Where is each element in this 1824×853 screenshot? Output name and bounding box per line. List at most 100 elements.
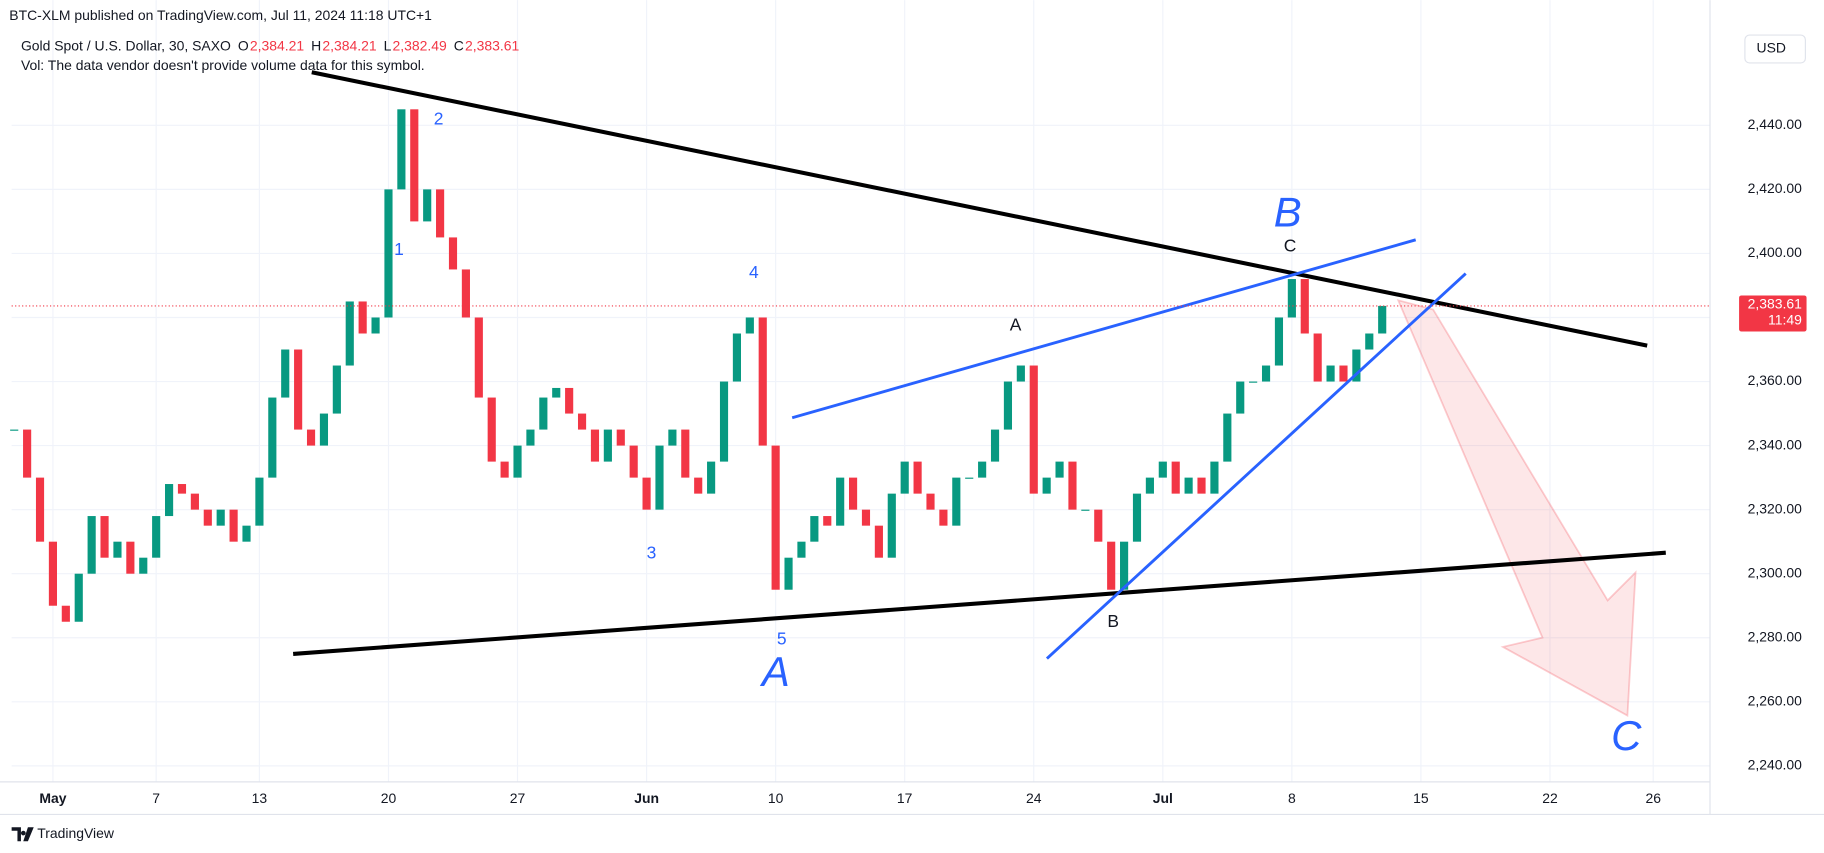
price-tag-countdown: 11:49 — [1768, 312, 1802, 328]
price-bars — [10, 109, 1387, 622]
price-bar — [1029, 365, 1038, 494]
price-bar — [1274, 317, 1284, 366]
price-bar — [771, 445, 780, 590]
price-bar — [1055, 461, 1064, 478]
x-tick-label: 15 — [1413, 790, 1429, 806]
price-bar — [474, 317, 483, 398]
symbol-legend: Gold Spot / U.S. Dollar, 30, SAXO O 2,384… — [21, 37, 520, 53]
y-tick-label: 2,320.00 — [1748, 500, 1803, 516]
ohlc-key: L — [384, 37, 392, 53]
ohlc-value: 2,384.21 — [322, 37, 377, 53]
price-bar — [681, 429, 690, 478]
price-bar — [229, 509, 238, 542]
price-bar — [487, 397, 496, 462]
wave-big-label: C — [1611, 712, 1642, 759]
x-tick-label: 26 — [1645, 790, 1661, 806]
price-bar — [887, 493, 896, 558]
x-tick-label: 20 — [381, 790, 397, 806]
price-bar — [1352, 349, 1361, 382]
wave-big-label: B — [1274, 188, 1302, 235]
price-bar — [539, 397, 548, 430]
price-bar — [436, 189, 445, 238]
price-bar — [1016, 365, 1025, 382]
price-bar — [461, 269, 470, 318]
price-bar — [965, 477, 974, 479]
footer-brand: TradingView — [37, 825, 115, 841]
price-bar — [1081, 509, 1090, 511]
symbol-name: Gold Spot / U.S. Dollar, 30, SAXO — [21, 37, 231, 53]
price-bar — [139, 557, 148, 574]
wave-label: 2 — [434, 109, 444, 129]
price-bar — [1042, 477, 1051, 494]
price-bar — [655, 445, 664, 510]
upper-trendline — [311, 70, 1648, 348]
price-bar — [384, 189, 393, 318]
price-bar — [590, 429, 600, 462]
price-bar — [874, 525, 883, 558]
price-bar — [694, 477, 703, 494]
ohlc-key: H — [311, 37, 321, 53]
price-bar — [990, 429, 1000, 462]
volume-note: Vol: The data vendor doesn't provide vol… — [21, 57, 425, 73]
ohlc-value: 2,382.49 — [393, 37, 448, 53]
y-tick-label: 2,360.00 — [1748, 372, 1803, 388]
price-bar — [203, 509, 212, 526]
price-bar — [1145, 477, 1154, 494]
price-bar — [1197, 477, 1206, 494]
y-tick-label: 2,400.00 — [1748, 244, 1803, 260]
x-tick-label: Jun — [634, 790, 659, 806]
x-tick-label: 17 — [897, 790, 913, 806]
tv-logo — [11, 827, 34, 842]
y-tick-label: 2,300.00 — [1748, 564, 1803, 580]
x-tick-label: 22 — [1542, 790, 1558, 806]
y-tick-label: 2,440.00 — [1748, 116, 1803, 132]
price-bar — [358, 301, 367, 334]
price-bar — [255, 477, 264, 526]
price-bar — [732, 333, 741, 382]
price-bar — [1326, 365, 1335, 382]
price-bar — [423, 189, 432, 222]
price-bar — [939, 509, 948, 526]
x-tick-label: 24 — [1026, 790, 1042, 806]
price-bar — [836, 477, 845, 526]
price-bar — [281, 349, 290, 398]
y-tick-label: 2,280.00 — [1748, 628, 1803, 644]
price-bar — [616, 429, 625, 446]
publish-header: BTC-XLM published on TradingView.com, Ju… — [9, 7, 432, 23]
currency-button[interactable] — [1744, 34, 1806, 64]
price-bar — [126, 541, 135, 574]
price-bar — [165, 484, 174, 517]
price-bar — [1261, 365, 1271, 382]
price-bar — [978, 461, 987, 478]
ohlc-key: O — [238, 37, 249, 53]
price-bar — [1378, 305, 1387, 334]
price-bar — [719, 381, 729, 462]
price-bar — [332, 365, 341, 414]
wave-label: 1 — [394, 239, 404, 259]
sub-wave-label: A — [1010, 314, 1022, 334]
price-bar — [10, 429, 19, 431]
price-bar — [1339, 365, 1348, 382]
price-bar — [319, 413, 329, 446]
wave-label: 3 — [647, 542, 657, 562]
price-bar — [642, 477, 651, 510]
price-bar — [823, 516, 832, 526]
price-bar — [1287, 279, 1296, 318]
price-bar — [629, 445, 638, 478]
price-bar — [1210, 461, 1219, 494]
price-bar — [100, 516, 109, 558]
channel-upper — [791, 238, 1417, 420]
price-bar — [797, 541, 806, 558]
price-bar — [861, 509, 871, 526]
x-tick-label: 7 — [152, 790, 160, 806]
price-bar — [113, 541, 122, 558]
price-bar — [306, 429, 316, 446]
wave-label: 5 — [777, 629, 787, 649]
x-tick-label: Jul — [1153, 790, 1173, 806]
price-bar — [668, 429, 677, 446]
lower-trendline — [292, 550, 1666, 656]
price-bar — [1223, 413, 1232, 462]
currency-label: USD — [1757, 40, 1786, 56]
price-bar — [707, 461, 716, 494]
